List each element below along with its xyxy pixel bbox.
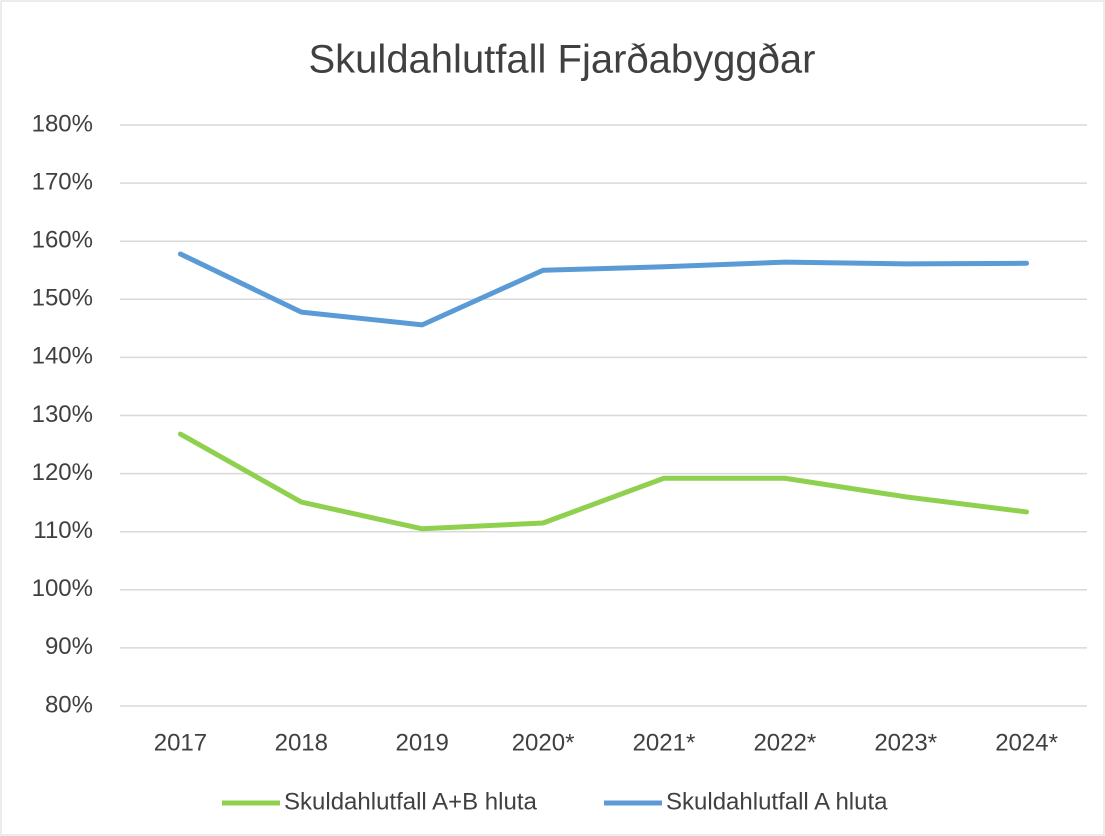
x-tick-label: 2021* [633,729,696,756]
line-series [177,431,1030,532]
y-tick-label: 80% [45,691,93,718]
x-tick-label: 2023* [874,729,937,756]
x-tick-label: 2020* [512,729,575,756]
y-tick-label: 150% [32,285,93,312]
x-tick-label: 2022* [753,729,816,756]
y-tick-label: 90% [45,633,93,660]
x-tick-label: 2017 [154,729,207,756]
x-tick-label: 2019 [395,729,448,756]
y-tick-label: 170% [32,168,93,195]
y-tick-label: 160% [32,227,93,254]
legend-label: Skuldahlutfall A hluta [666,788,888,815]
y-tick-label: 140% [32,343,93,370]
x-tick-label: 2024* [995,729,1058,756]
x-tick-label: 2018 [275,729,328,756]
chart-title: Skuldahlutfall Fjarðabyggðar [309,38,816,82]
y-tick-label: 130% [32,401,93,428]
y-tick-label: 100% [32,575,93,602]
line-series [177,251,1030,328]
y-tick-label: 120% [32,459,93,486]
y-tick-label: 110% [33,517,93,544]
y-tick-label: 180% [32,110,93,137]
legend-label: Skuldahlutfall A+B hluta [284,788,537,815]
